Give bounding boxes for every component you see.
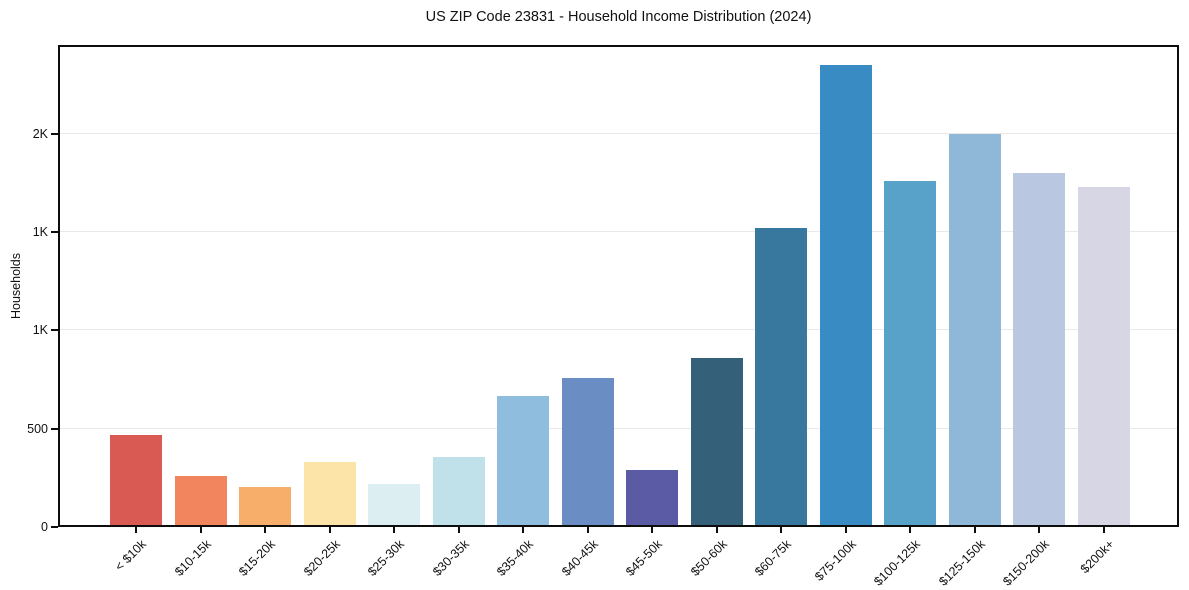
y-tick-mark <box>51 427 58 430</box>
x-tick-mark <box>328 527 331 533</box>
y-tick-label: 1K <box>32 323 48 338</box>
x-tick-mark <box>651 527 653 533</box>
bar <box>110 435 162 525</box>
y-tick-mark <box>51 526 58 528</box>
y-tick-mark <box>51 132 58 135</box>
x-tick-mark <box>1102 527 1105 533</box>
x-tick-mark <box>780 527 782 533</box>
y-tick-label: 1K <box>32 224 48 239</box>
y-tick-label: 2K <box>32 126 48 141</box>
x-tick-mark <box>522 527 524 533</box>
x-tick-mark <box>1038 527 1040 533</box>
x-tick-mark <box>973 527 976 533</box>
y-gridline <box>60 230 1177 232</box>
chart-title: US ZIP Code 23831 - Household Income Dis… <box>425 9 812 25</box>
bar <box>1013 173 1065 525</box>
bar <box>948 134 1001 525</box>
bar <box>884 181 936 525</box>
x-tick-mark <box>457 527 460 533</box>
bar <box>626 470 678 525</box>
bar <box>561 378 614 525</box>
x-tick-mark <box>909 527 911 533</box>
y-gridline <box>60 427 1177 429</box>
x-tick-mark <box>135 527 137 533</box>
y-tick-label: 0 <box>41 520 48 534</box>
x-tick-mark <box>264 527 266 533</box>
bar <box>432 457 485 525</box>
y-gridline <box>60 329 1177 331</box>
y-tick-label: 500 <box>27 421 48 436</box>
bar <box>239 487 291 525</box>
y-axis-label: Households <box>9 252 23 320</box>
y-tick-mark <box>51 329 58 332</box>
x-tick-mark <box>715 527 718 533</box>
x-tick-mark <box>586 527 589 533</box>
x-tick-mark <box>393 527 395 533</box>
x-tick-mark <box>199 527 202 533</box>
bar <box>497 396 549 525</box>
bar <box>1077 187 1130 525</box>
y-gridline <box>60 132 1177 134</box>
bar <box>819 65 872 525</box>
bar <box>303 462 356 525</box>
plot-area <box>58 45 1179 527</box>
y-tick-mark <box>51 230 58 233</box>
bar <box>368 484 420 525</box>
x-tick-label: < $10k <box>112 537 149 574</box>
bar <box>690 358 743 525</box>
bar <box>174 476 227 525</box>
x-tick-mark <box>844 527 847 533</box>
bar <box>755 228 807 525</box>
